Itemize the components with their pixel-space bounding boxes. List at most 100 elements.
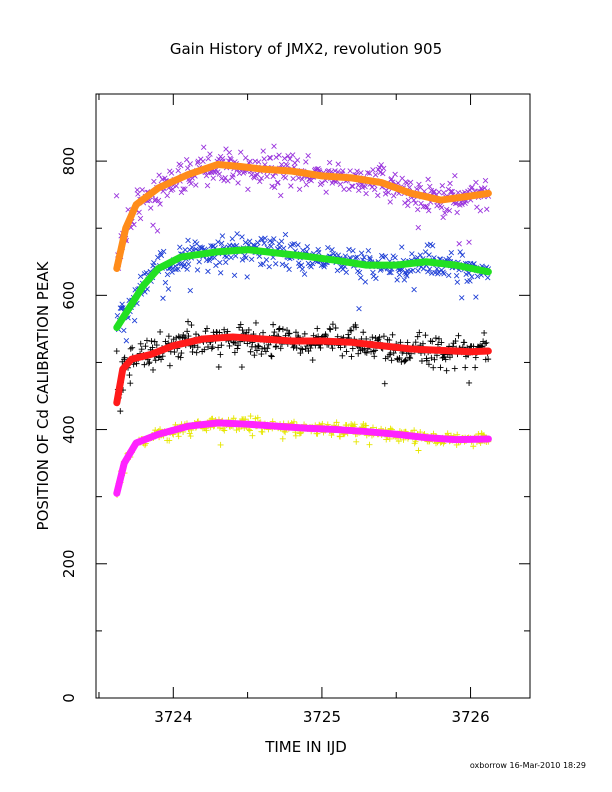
- scatter-point: [217, 351, 224, 358]
- scatter-point: [276, 325, 283, 332]
- scatter-point: [419, 340, 426, 347]
- scatter-point: [456, 241, 462, 247]
- scatter-point: [194, 267, 201, 273]
- scatter-point: [151, 178, 157, 185]
- scatter-point: [351, 421, 358, 428]
- scatter-point: [224, 328, 231, 335]
- scatter-point: [446, 255, 453, 262]
- scatter-point: [264, 173, 270, 180]
- scatter-point: [363, 190, 369, 197]
- x-tick-label: 3726: [451, 708, 489, 726]
- scatter-point: [396, 267, 402, 273]
- scatter-point: [244, 274, 250, 280]
- axis-layer: 3724 3725 3726 0 200 400 600 800: [60, 94, 530, 726]
- scatter-point: [217, 259, 223, 266]
- scatter-point: [215, 239, 221, 245]
- scatter-point: [243, 255, 249, 261]
- scatter-point: [303, 159, 309, 165]
- scatter-point: [135, 191, 141, 197]
- scatter-point: [323, 189, 329, 195]
- scatter-point: [422, 203, 429, 210]
- scatter-point: [346, 246, 352, 253]
- scatter-point: [481, 329, 488, 336]
- scatter-point: [325, 244, 331, 251]
- scatter-point: [238, 149, 244, 155]
- scatter-point: [223, 259, 229, 265]
- scatter-point: [353, 324, 360, 331]
- scatter-point: [248, 256, 255, 263]
- scatter-point: [395, 438, 402, 445]
- scatter-point: [276, 152, 282, 158]
- scatter-point: [257, 178, 263, 185]
- scatter-point: [390, 193, 397, 199]
- scatter-point: [273, 343, 280, 350]
- scatter-point: [251, 352, 258, 359]
- scatter-point: [429, 243, 436, 249]
- scatter-point: [166, 362, 173, 369]
- scatter-point: [162, 279, 169, 286]
- scatter-point: [363, 422, 370, 429]
- scatter-point: [343, 348, 350, 355]
- scatter-point: [392, 254, 398, 261]
- scatter-point: [235, 342, 242, 349]
- scatter-point: [371, 353, 378, 360]
- scatter-point: [296, 186, 303, 193]
- scatter-point: [332, 325, 339, 332]
- scatter-point: [308, 264, 314, 270]
- scatter-point: [182, 247, 188, 253]
- scatter-point: [271, 236, 277, 242]
- scatter-point: [378, 162, 384, 168]
- scatter-point: [343, 269, 349, 276]
- scatter-point: [204, 325, 211, 332]
- scatter-point: [252, 319, 259, 326]
- scatter-point: [255, 342, 262, 349]
- scatter-point: [474, 273, 481, 280]
- scatter-point: [292, 329, 299, 336]
- scatter-point: [150, 366, 157, 373]
- scatter-point: [275, 179, 281, 186]
- scatter-point: [485, 274, 491, 281]
- scatter-point: [230, 172, 236, 178]
- scatter-point: [295, 260, 302, 266]
- scatter-point: [175, 333, 182, 340]
- scatter-point: [430, 364, 437, 371]
- scatter-point: [293, 344, 300, 351]
- scatter-point: [258, 351, 265, 358]
- scatter-point: [236, 324, 243, 331]
- scatter-point: [182, 186, 188, 192]
- scatter-point: [185, 261, 192, 267]
- scatter-point: [337, 433, 344, 440]
- scatter-point: [352, 255, 359, 261]
- scatter-point: [305, 153, 311, 159]
- scatter-point: [159, 353, 166, 360]
- scatter-point: [139, 187, 146, 193]
- scatter-point: [187, 161, 193, 167]
- y-tick-label: 0: [60, 693, 78, 703]
- scatter-point: [255, 343, 262, 350]
- scatter-point: [337, 181, 344, 187]
- scatter-point: [386, 337, 393, 344]
- scatter-point: [367, 254, 373, 261]
- series-layer: [113, 143, 492, 498]
- scatter-point: [409, 251, 415, 257]
- x-tick-label: 3725: [303, 708, 341, 726]
- series-1-scatter: [114, 231, 492, 344]
- scatter-point: [180, 331, 187, 338]
- scatter-point: [157, 201, 163, 207]
- scatter-point: [201, 346, 208, 353]
- scatter-point: [307, 345, 314, 352]
- scatter-point: [151, 338, 158, 345]
- scatter-point: [443, 206, 450, 213]
- scatter-point: [470, 443, 477, 450]
- chart-title: Gain History of JMX2, revolution 905: [170, 40, 442, 58]
- scatter-point: [327, 326, 334, 333]
- scatter-point: [268, 243, 274, 250]
- scatter-point: [469, 273, 475, 280]
- scatter-point: [266, 263, 272, 270]
- scatter-point: [309, 357, 316, 364]
- scatter-point: [402, 356, 409, 363]
- scatter-point: [348, 327, 355, 334]
- scatter-point: [365, 248, 372, 254]
- x-tick-label: 3724: [154, 708, 192, 726]
- scatter-point: [204, 182, 211, 189]
